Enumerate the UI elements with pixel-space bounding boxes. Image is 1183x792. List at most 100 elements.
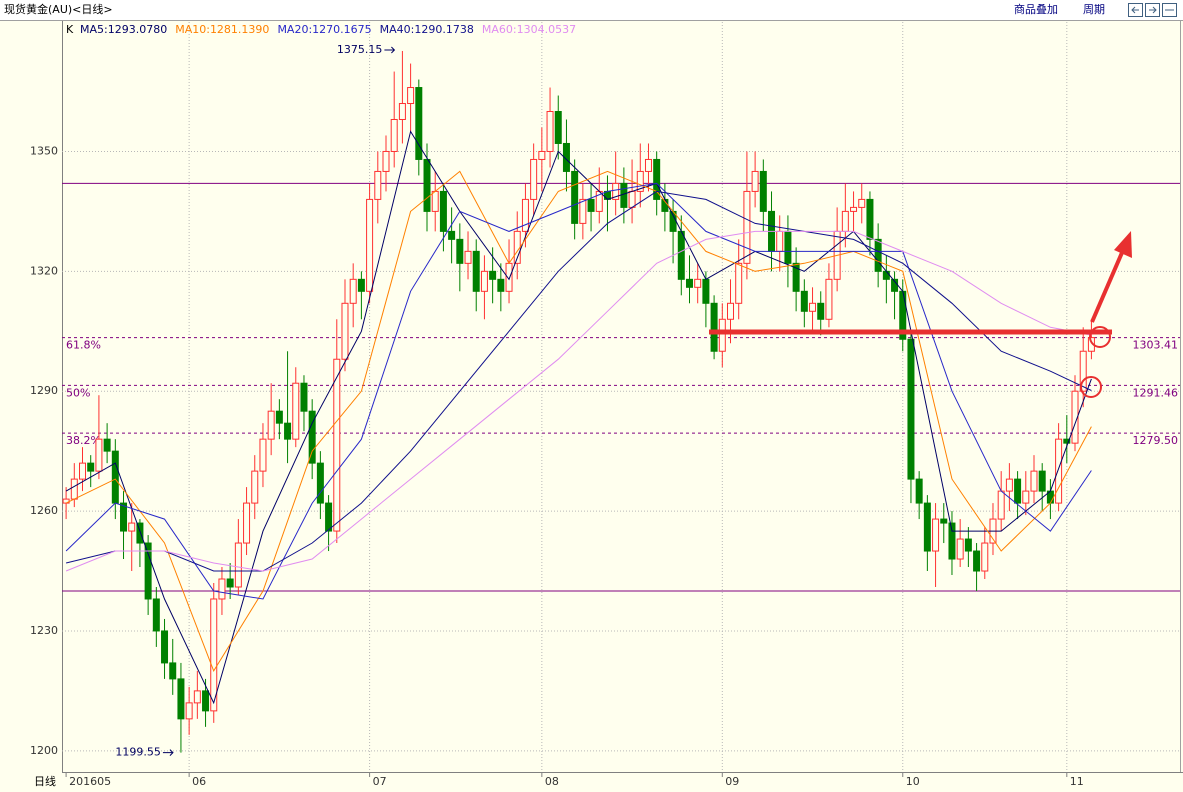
circle-marker xyxy=(1089,326,1111,348)
candle-body xyxy=(185,702,193,720)
period-label: 日线 xyxy=(34,774,56,788)
fib-label: 50% xyxy=(66,386,90,399)
candle-body xyxy=(907,338,915,480)
candle-body xyxy=(800,290,808,312)
candle-body xyxy=(267,410,275,440)
candle-body xyxy=(382,150,390,172)
header-bar xyxy=(0,0,1183,20)
x-tick-label: 201605 xyxy=(69,775,111,788)
candle-body xyxy=(940,518,948,524)
candle-body xyxy=(292,382,300,440)
y-tick-label: 1200 xyxy=(30,744,58,757)
period-link[interactable]: 周期 xyxy=(1083,3,1105,16)
candle-body xyxy=(308,410,316,464)
candle-body xyxy=(644,158,652,172)
candle-body xyxy=(407,87,415,105)
candle-body xyxy=(546,111,554,152)
candle-body xyxy=(366,198,374,292)
x-tick-label: 10 xyxy=(906,775,920,788)
candle-body xyxy=(850,206,858,212)
candle-body xyxy=(882,270,890,280)
candle-body xyxy=(964,538,972,552)
candle-body xyxy=(874,238,882,272)
candle-body xyxy=(333,358,341,532)
candle-body xyxy=(1063,438,1071,444)
candle-body xyxy=(489,270,497,280)
candle-body xyxy=(128,522,136,532)
candle-body xyxy=(325,502,333,532)
candle-body xyxy=(161,630,169,664)
candle-body xyxy=(612,182,620,200)
ma-line xyxy=(65,170,1092,673)
candle-body xyxy=(743,190,751,264)
candle-body xyxy=(809,302,817,312)
candle-body xyxy=(1030,470,1038,492)
candle-body xyxy=(497,278,505,292)
x-tick-label: 09 xyxy=(725,775,739,788)
plot: 1200 1230 1260 1290 1320 1350 201605 06 07 08 09 10… xyxy=(30,22,1180,788)
nav-icons xyxy=(1131,6,1174,14)
fib-label: 38.2% xyxy=(66,434,101,447)
candle-body xyxy=(866,198,874,240)
ma-line xyxy=(65,130,1092,705)
fib-label: 61.8% xyxy=(66,339,101,352)
candle-body xyxy=(193,690,201,704)
candle-body xyxy=(152,598,160,632)
candle-body xyxy=(784,230,792,264)
candle-body xyxy=(251,470,259,504)
x-tick-label: 07 xyxy=(373,775,387,788)
candle-body xyxy=(275,410,283,424)
candle-body xyxy=(677,230,685,280)
candle-body xyxy=(735,262,743,304)
candle-body xyxy=(776,230,784,252)
candle-body xyxy=(587,198,595,212)
indicator-label: K xyxy=(66,23,74,36)
candle-body xyxy=(521,198,529,232)
candle-body xyxy=(562,142,570,172)
fib-value-label: 1291.46 xyxy=(1133,386,1179,399)
legend-entry: MA5:1293.0780 xyxy=(80,23,167,36)
candle-body xyxy=(300,382,308,412)
legend-entry: MA10:1281.1390 xyxy=(175,23,269,36)
candle-body xyxy=(111,450,119,504)
candle-body xyxy=(923,502,931,552)
candle-body xyxy=(817,302,825,320)
candle-body xyxy=(226,578,234,588)
nav-buttons[interactable] xyxy=(1128,3,1177,17)
candle-body xyxy=(973,550,981,572)
candle-body xyxy=(1071,390,1079,444)
candle-body xyxy=(727,302,735,320)
candle-body xyxy=(956,538,964,560)
overlay-link[interactable]: 商品叠加 xyxy=(1014,2,1058,16)
legend-entry: MA40:1290.1738 xyxy=(380,23,474,36)
fib-value-label: 1279.50 xyxy=(1133,434,1179,447)
candle-body xyxy=(341,302,349,360)
candle-body xyxy=(538,150,546,160)
candle-body xyxy=(579,198,587,224)
candle-body xyxy=(554,111,562,144)
fib-value-label: 1303.41 xyxy=(1133,339,1179,352)
price-annotation: 1199.55 xyxy=(115,746,161,759)
candle-body xyxy=(1005,478,1013,492)
candle-body xyxy=(464,250,472,264)
candle-body xyxy=(1038,470,1046,492)
candle-body xyxy=(981,542,989,572)
annotation-arrow xyxy=(384,46,396,54)
candle-body xyxy=(1014,478,1022,504)
arrow-shaft xyxy=(1090,247,1126,323)
candle-body xyxy=(530,158,538,200)
candle-body xyxy=(202,690,210,712)
candle-body xyxy=(1022,490,1030,504)
candle-body xyxy=(841,210,849,232)
header-title: 现货黄金(AU)<日线> xyxy=(4,2,113,16)
candle-body xyxy=(259,438,267,472)
candle-body xyxy=(210,598,218,712)
candle-body xyxy=(423,158,431,212)
candle-body xyxy=(374,170,382,200)
candle-body xyxy=(636,170,644,192)
x-tick-label: 06 xyxy=(192,775,206,788)
candle-body xyxy=(505,262,513,292)
ma-line xyxy=(65,190,1092,572)
